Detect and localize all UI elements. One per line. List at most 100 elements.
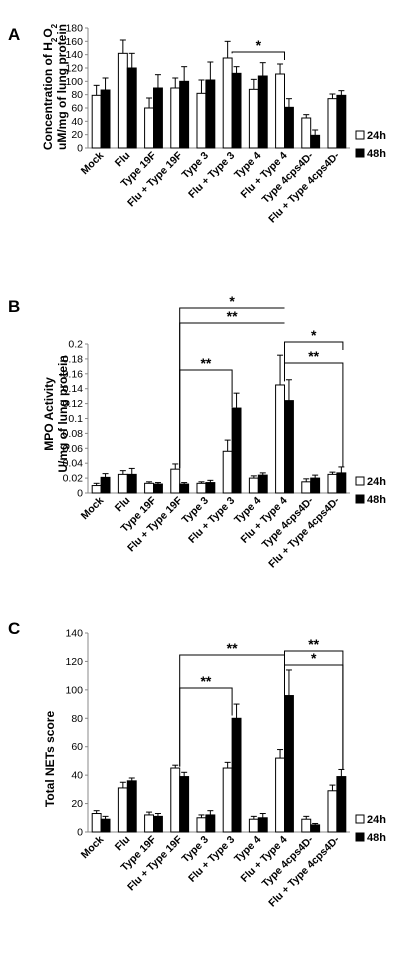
significance-label: ** xyxy=(308,348,319,364)
panel-a-ylabel: Concentration of H2O2 uM/mg of lung prot… xyxy=(41,23,69,150)
y-tick-label: 0 xyxy=(77,488,83,500)
bar-24h xyxy=(275,384,286,494)
bar-24h xyxy=(117,52,128,149)
bar-24h xyxy=(170,767,181,833)
bar-48h xyxy=(310,477,321,494)
bar-48h xyxy=(126,67,137,149)
significance-label: ** xyxy=(227,308,238,324)
bar-48h xyxy=(284,695,294,833)
panel-letter-b: B xyxy=(8,297,20,316)
bar-24h xyxy=(144,482,154,494)
y-tick-label: 0.06 xyxy=(63,443,84,455)
bar-24h xyxy=(222,767,233,833)
bar-48h xyxy=(179,483,190,494)
bar-24h xyxy=(275,757,286,833)
bar-48h xyxy=(205,79,216,149)
bar-24h xyxy=(301,818,312,833)
legend-label-48h: 48h xyxy=(367,148,386,160)
bar-48h xyxy=(257,817,268,833)
legend-swatch xyxy=(355,130,365,140)
legend-swatch xyxy=(355,494,365,504)
bar-48h xyxy=(205,814,216,833)
svg-text:uM/mg of lung protein: uM/mg of lung protein xyxy=(55,24,69,150)
bar-48h xyxy=(153,483,163,494)
y-tick-label: 0.12 xyxy=(63,398,84,410)
panel-c-ylabel: Total NETs score xyxy=(43,711,57,808)
legend-label-24h: 24h xyxy=(367,476,386,488)
bar-48h xyxy=(126,473,137,494)
bar-24h xyxy=(248,818,259,833)
bar-24h xyxy=(327,473,338,494)
legend-swatch xyxy=(355,814,365,824)
y-tick-label: 40 xyxy=(71,770,83,782)
svg-text:Concentration of H2O2: Concentration of H2O2 xyxy=(41,23,59,150)
y-tick-label: 0.08 xyxy=(63,428,84,440)
bar-24h xyxy=(248,88,259,149)
significance-label: * xyxy=(311,650,317,666)
svg-text:MPO Activity: MPO Activity xyxy=(42,377,56,451)
bar-24h xyxy=(222,57,233,149)
significance-bracket xyxy=(179,687,233,767)
significance-label: * xyxy=(311,327,317,343)
bar-48h xyxy=(100,89,111,149)
legend-swatch xyxy=(355,148,365,158)
bar-48h xyxy=(153,815,163,833)
bar-48h xyxy=(179,80,190,149)
bar-24h xyxy=(117,787,128,833)
legend-label-48h: 48h xyxy=(367,832,386,844)
y-tick-label: 20 xyxy=(71,798,83,810)
x-tick-label: Flu xyxy=(113,834,133,854)
y-tick-label: 0.2 xyxy=(68,339,83,351)
bar-48h xyxy=(310,824,321,833)
bar-24h xyxy=(301,481,312,494)
x-tick-label: Flu xyxy=(113,495,133,515)
bar-24h xyxy=(144,107,154,149)
bar-48h xyxy=(231,717,242,833)
bar-48h xyxy=(257,75,268,149)
significance-bracket xyxy=(284,362,344,467)
panel-b-chart: 00.020.040.060.080.10.120.140.160.180.2M… xyxy=(63,293,387,570)
bar-48h xyxy=(284,106,294,149)
bar-48h xyxy=(231,72,242,149)
bar-24h xyxy=(248,477,259,494)
significance-bracket xyxy=(179,369,233,469)
bar-48h xyxy=(205,482,216,494)
panel-letter-c: C xyxy=(8,619,20,638)
y-tick-label: 0.02 xyxy=(63,473,84,485)
y-tick-label: 100 xyxy=(65,76,83,88)
y-tick-label: 80 xyxy=(71,89,83,101)
y-tick-label: 60 xyxy=(71,741,83,753)
bar-48h xyxy=(100,476,111,494)
y-tick-label: 120 xyxy=(65,656,83,668)
bar-24h xyxy=(196,817,207,833)
y-tick-label: 0 xyxy=(77,143,83,155)
bar-48h xyxy=(126,780,137,833)
bar-24h xyxy=(170,87,181,149)
legend-swatch xyxy=(355,832,365,842)
significance-label: ** xyxy=(200,673,211,689)
legend-label-24h: 24h xyxy=(367,814,386,826)
y-tick-label: 180 xyxy=(65,23,83,35)
bar-24h xyxy=(222,450,233,494)
legend-label-48h: 48h xyxy=(367,494,386,506)
bar-24h xyxy=(91,485,102,494)
y-tick-label: 80 xyxy=(71,713,83,725)
bar-48h xyxy=(100,818,111,833)
panel-b-ylabel: MPO Activity U/mg of lung protein xyxy=(42,355,70,472)
bar-48h xyxy=(153,87,163,149)
y-tick-label: 60 xyxy=(71,103,83,115)
y-tick-label: 0.16 xyxy=(63,368,84,380)
y-tick-label: 20 xyxy=(71,129,83,141)
svg-text:Total NETs score: Total NETs score xyxy=(43,711,57,808)
bar-24h xyxy=(91,94,102,149)
y-tick-label: 140 xyxy=(65,628,83,640)
bar-24h xyxy=(144,814,154,833)
x-tick-label: Flu xyxy=(113,150,133,170)
legend-label-24h: 24h xyxy=(367,130,386,142)
significance-label: ** xyxy=(227,640,238,656)
significance-bracket xyxy=(231,51,285,60)
bar-24h xyxy=(170,468,181,494)
